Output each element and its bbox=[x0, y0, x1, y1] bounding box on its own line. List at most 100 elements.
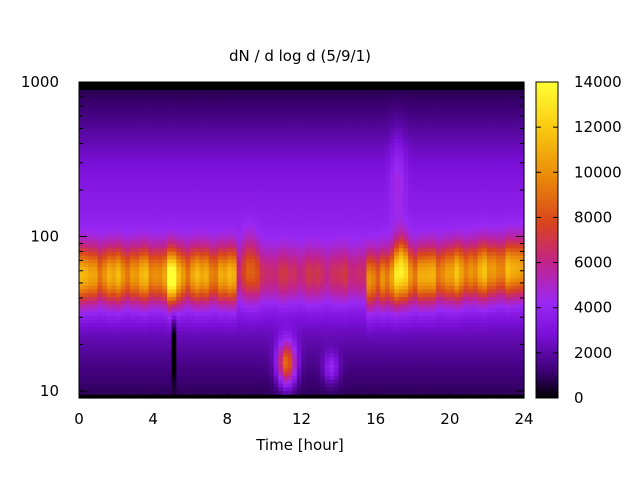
heatmap-cell bbox=[148, 296, 154, 301]
heatmap-cell bbox=[97, 281, 103, 286]
heatmap-cell bbox=[269, 375, 275, 380]
heatmap-cell bbox=[162, 93, 168, 98]
heatmap-cell bbox=[315, 352, 321, 358]
heatmap-cell bbox=[227, 247, 233, 252]
heatmap-cell bbox=[125, 153, 131, 158]
heatmap-cell bbox=[278, 345, 284, 350]
heatmap-cell bbox=[282, 315, 289, 320]
heatmap-cell bbox=[264, 161, 270, 166]
heatmap-cell bbox=[347, 247, 354, 252]
heatmap-cell bbox=[287, 112, 293, 117]
heatmap-cell bbox=[171, 108, 177, 113]
heatmap-cell bbox=[282, 104, 289, 109]
heatmap-cell bbox=[333, 371, 340, 377]
heatmap-cell bbox=[343, 161, 349, 166]
heatmap-cell bbox=[269, 217, 275, 222]
heatmap-cell bbox=[125, 262, 131, 267]
heatmap-cell bbox=[134, 127, 140, 132]
heatmap-cell bbox=[245, 292, 252, 298]
heatmap-cell bbox=[278, 168, 284, 173]
heatmap-cell bbox=[204, 232, 210, 237]
heatmap-cell bbox=[79, 127, 85, 132]
heatmap-cell bbox=[338, 247, 344, 252]
heatmap-cell bbox=[310, 123, 317, 128]
heatmap-cell bbox=[185, 360, 191, 365]
heatmap-cell bbox=[282, 311, 289, 316]
heatmap-cell bbox=[194, 202, 201, 207]
heatmap-cell bbox=[213, 213, 219, 219]
heatmap-cell bbox=[278, 367, 284, 373]
heatmap-cell bbox=[143, 330, 150, 335]
heatmap-cell bbox=[287, 266, 293, 271]
heatmap-cell bbox=[324, 179, 330, 185]
heatmap-cell bbox=[162, 262, 168, 267]
heatmap-cell bbox=[190, 168, 196, 173]
heatmap-cell bbox=[97, 93, 103, 98]
heatmap-cell bbox=[218, 326, 224, 331]
heatmap-cell bbox=[236, 277, 242, 282]
heatmap-cell bbox=[148, 157, 154, 162]
heatmap-cell bbox=[129, 100, 136, 106]
heatmap-cell bbox=[185, 266, 191, 271]
heatmap-cell bbox=[231, 322, 238, 328]
heatmap-cell bbox=[306, 367, 312, 373]
heatmap-cell bbox=[338, 307, 344, 313]
heatmap-cell bbox=[296, 394, 303, 399]
heatmap-cell bbox=[194, 108, 201, 113]
heatmap-cell bbox=[125, 303, 131, 309]
heatmap-cell bbox=[301, 112, 307, 117]
heatmap-cell bbox=[153, 123, 159, 128]
heatmap-cell bbox=[134, 93, 140, 98]
heatmap-cell bbox=[231, 224, 238, 230]
heatmap-cell bbox=[83, 356, 89, 361]
heatmap-cell bbox=[185, 303, 191, 309]
heatmap-cell bbox=[296, 202, 303, 207]
heatmap-cell bbox=[236, 356, 242, 361]
heatmap-cell bbox=[218, 179, 224, 185]
heatmap-cell bbox=[296, 285, 303, 290]
heatmap-cell bbox=[301, 228, 307, 234]
heatmap-cell bbox=[139, 172, 145, 177]
heatmap-cell bbox=[120, 296, 126, 301]
heatmap-cell bbox=[92, 300, 99, 305]
heatmap-cell bbox=[129, 330, 136, 335]
heatmap-cell bbox=[292, 123, 298, 128]
heatmap-cell bbox=[306, 326, 312, 331]
heatmap-cell bbox=[315, 221, 321, 226]
heatmap-cell bbox=[255, 213, 261, 219]
heatmap-cell bbox=[218, 119, 224, 124]
heatmap-cell bbox=[278, 258, 284, 264]
heatmap-cell bbox=[306, 315, 312, 320]
heatmap-cell bbox=[139, 217, 145, 222]
heatmap-cell bbox=[241, 168, 247, 173]
heatmap-cell bbox=[176, 145, 182, 151]
heatmap-cell bbox=[125, 228, 131, 234]
heatmap-cell bbox=[282, 183, 289, 188]
heatmap-cell bbox=[134, 311, 140, 316]
heatmap-cell bbox=[139, 187, 145, 192]
heatmap-cell bbox=[310, 337, 317, 343]
heatmap-cell bbox=[139, 247, 145, 252]
heatmap-cell bbox=[264, 228, 270, 234]
heatmap-cell bbox=[333, 379, 340, 384]
heatmap-cell bbox=[222, 364, 228, 369]
heatmap-cell bbox=[347, 288, 354, 294]
heatmap-cell bbox=[194, 375, 201, 380]
heatmap-cell bbox=[208, 315, 215, 320]
heatmap-cell bbox=[241, 157, 247, 162]
heatmap-cell bbox=[324, 345, 330, 350]
heatmap-cell bbox=[292, 315, 298, 320]
heatmap-cell bbox=[347, 217, 354, 222]
heatmap-cell bbox=[273, 119, 279, 124]
heatmap-cell bbox=[157, 142, 164, 147]
heatmap-cell bbox=[329, 322, 335, 328]
heatmap-cell bbox=[148, 371, 154, 377]
heatmap-cell bbox=[97, 322, 103, 328]
heatmap-cell bbox=[171, 153, 177, 158]
heatmap-cell bbox=[167, 179, 173, 185]
heatmap-cell bbox=[92, 202, 99, 207]
heatmap-cell bbox=[255, 191, 261, 196]
heatmap-cell bbox=[227, 326, 233, 331]
heatmap-cell bbox=[153, 243, 159, 249]
heatmap-cell bbox=[315, 288, 321, 294]
